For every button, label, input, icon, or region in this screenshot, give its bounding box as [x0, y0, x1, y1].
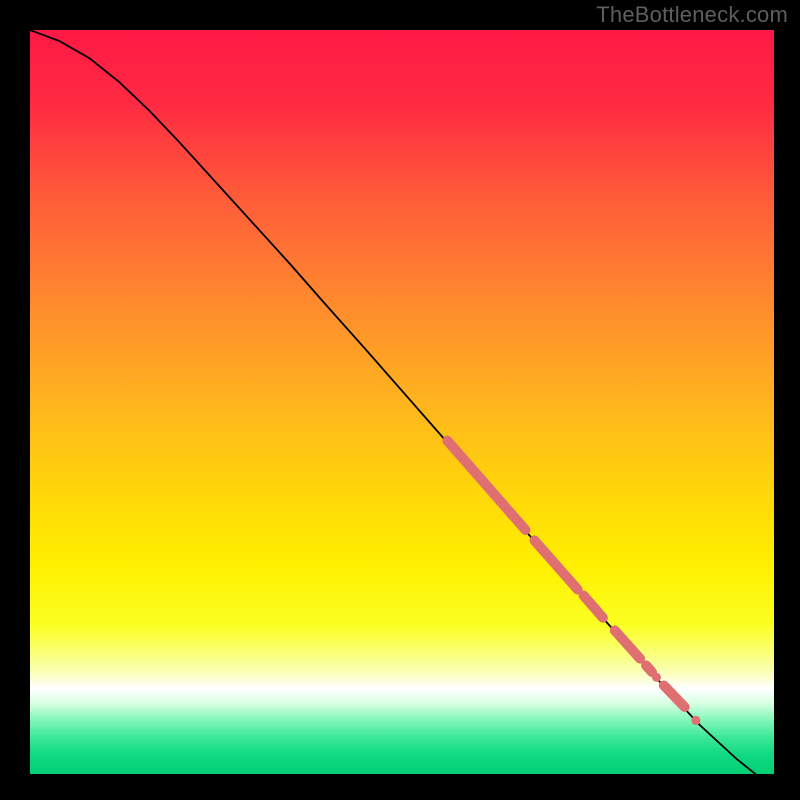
chart-root: TheBottleneck.com [0, 0, 800, 800]
gradient-background [30, 30, 774, 774]
marker-dot [691, 716, 700, 725]
marker-dot [652, 673, 661, 682]
marker-dot [768, 786, 780, 798]
marker-segment [646, 665, 652, 672]
marker-dot [761, 778, 773, 790]
chart-svg [0, 0, 800, 800]
marker-dot [632, 650, 641, 659]
